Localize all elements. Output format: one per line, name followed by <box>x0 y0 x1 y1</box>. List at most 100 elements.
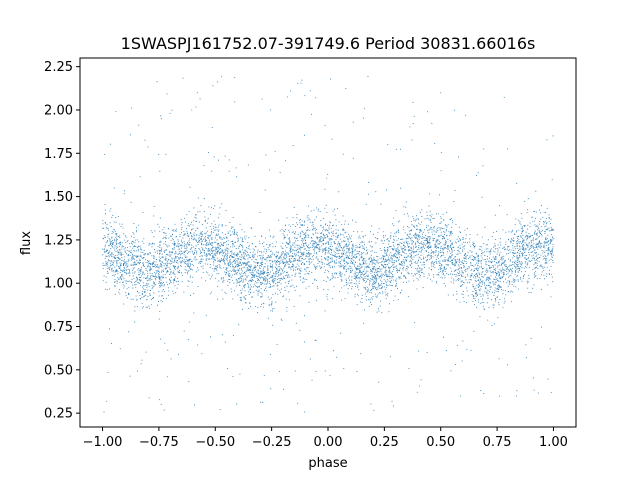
data-point <box>357 295 359 297</box>
data-point <box>188 251 190 254</box>
data-point <box>535 190 537 192</box>
data-point <box>349 271 352 273</box>
data-point <box>340 249 342 251</box>
data-point <box>245 262 247 265</box>
data-point <box>535 234 538 236</box>
data-point <box>393 235 395 237</box>
data-point <box>550 296 552 298</box>
data-point <box>152 286 154 288</box>
data-point <box>472 284 474 286</box>
data-point <box>161 266 163 268</box>
data-point <box>155 272 157 274</box>
data-point <box>268 303 270 305</box>
data-point <box>483 301 485 303</box>
data-point <box>533 210 535 213</box>
data-point <box>542 258 544 260</box>
data-point <box>103 275 105 277</box>
data-point <box>316 266 318 268</box>
data-point <box>136 306 138 308</box>
data-point <box>314 227 316 229</box>
data-point <box>199 248 201 251</box>
data-point <box>483 283 485 285</box>
data-point <box>371 269 373 272</box>
data-point <box>107 236 109 238</box>
data-point <box>522 238 524 240</box>
data-point <box>365 299 367 301</box>
data-point <box>177 353 180 355</box>
data-point <box>257 312 259 314</box>
data-point <box>306 226 309 229</box>
data-point <box>315 246 317 248</box>
data-point <box>481 246 483 248</box>
data-point <box>412 252 414 254</box>
data-point <box>147 289 149 291</box>
data-point <box>326 276 329 278</box>
data-point <box>529 222 531 224</box>
data-point <box>114 273 116 275</box>
data-point <box>162 237 164 240</box>
data-point <box>186 269 188 271</box>
data-point <box>483 274 485 276</box>
data-point <box>183 230 185 233</box>
data-point <box>304 248 306 250</box>
data-point <box>481 281 483 283</box>
data-point <box>140 279 142 281</box>
data-point <box>538 244 540 246</box>
data-point <box>125 261 127 263</box>
data-point <box>297 247 299 249</box>
data-point <box>168 258 170 261</box>
data-point <box>115 233 117 235</box>
data-point <box>216 273 218 275</box>
data-point <box>171 109 173 111</box>
data-point <box>498 255 500 257</box>
data-point <box>232 231 234 233</box>
data-point <box>298 272 300 274</box>
data-point <box>532 247 534 249</box>
data-point <box>160 300 162 302</box>
data-point <box>323 266 325 268</box>
data-point <box>200 236 202 238</box>
data-point <box>360 253 362 255</box>
data-point <box>405 281 408 283</box>
data-point <box>123 233 125 235</box>
data-point <box>186 249 188 252</box>
data-point <box>375 242 377 244</box>
data-point <box>153 284 155 286</box>
data-point <box>184 221 186 223</box>
data-point <box>261 252 263 254</box>
data-point <box>403 226 405 228</box>
data-point <box>457 264 459 266</box>
data-point <box>505 231 507 233</box>
data-point <box>364 275 366 278</box>
data-point <box>292 216 294 219</box>
data-point <box>185 243 187 245</box>
data-point <box>167 287 169 289</box>
data-point <box>233 259 235 262</box>
data-point <box>471 258 473 261</box>
data-point <box>252 273 254 275</box>
data-point <box>258 291 260 293</box>
data-point <box>114 249 116 251</box>
data-point <box>390 258 392 260</box>
data-point <box>191 109 193 111</box>
data-point <box>269 245 271 247</box>
data-point <box>121 260 123 262</box>
data-point <box>357 231 359 233</box>
data-point <box>279 262 281 264</box>
data-point <box>260 401 262 403</box>
data-point <box>308 249 310 251</box>
data-point <box>244 273 246 275</box>
data-point <box>141 292 143 294</box>
data-point <box>112 261 114 263</box>
data-point <box>170 282 172 284</box>
data-point <box>327 269 329 271</box>
data-point <box>540 218 542 220</box>
data-point <box>282 230 285 232</box>
data-point <box>478 279 480 281</box>
data-point <box>415 261 417 263</box>
data-point <box>172 261 174 264</box>
data-point <box>224 233 226 236</box>
data-point <box>439 267 441 270</box>
data-point <box>223 241 225 243</box>
data-point <box>135 280 137 282</box>
